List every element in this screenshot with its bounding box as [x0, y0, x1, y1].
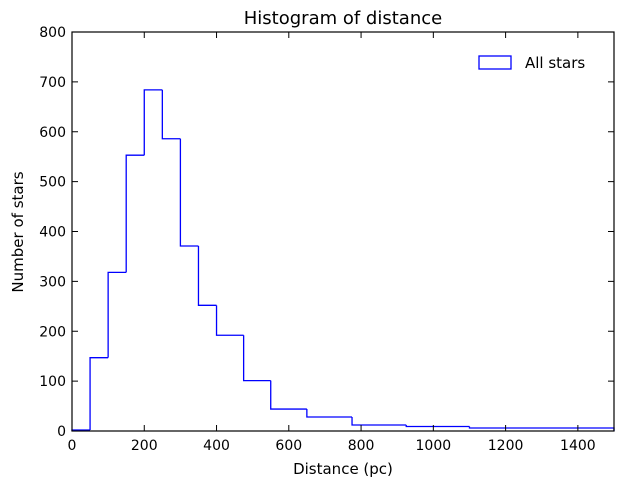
x-tick-label: 600 [275, 438, 302, 454]
histogram-bin [405, 425, 470, 428]
x-tick-label: 200 [131, 438, 158, 454]
y-tick-label: 400 [39, 225, 66, 241]
histogram-bin [179, 138, 199, 247]
x-tick-label: 1400 [560, 438, 596, 454]
histogram-bin [161, 89, 181, 140]
histogram-bin [197, 245, 217, 306]
histogram-bin [306, 409, 353, 418]
histogram-bin [270, 380, 307, 410]
histogram-bin [89, 357, 109, 431]
x-tick-label: 1000 [416, 438, 452, 454]
histogram-bin [351, 417, 407, 426]
y-tick-label: 300 [39, 274, 66, 290]
histogram-bin [107, 271, 127, 358]
y-axis-label: Number of stars [9, 171, 27, 292]
x-tick-label: 800 [348, 438, 375, 454]
y-tick-label: 0 [57, 424, 66, 440]
x-tick-label: 1200 [488, 438, 524, 454]
y-tick-label: 200 [39, 324, 66, 340]
y-tick-label: 700 [39, 75, 66, 91]
legend-swatch [478, 55, 512, 70]
histogram-bin [468, 426, 615, 431]
plot-area: 0 200 400 600 800 1000 1200 1400 0 100 200 300 400 50… [39, 25, 615, 454]
histogram-bin [242, 335, 271, 382]
y-tick-label: 100 [39, 374, 66, 390]
y-tick-label: 800 [39, 25, 66, 41]
legend: All stars [478, 54, 585, 72]
plot-frame [71, 31, 615, 432]
y-tick-label: 600 [39, 125, 66, 141]
histogram-bin [215, 305, 244, 336]
histogram-bin [125, 154, 145, 273]
chart-title: Histogram of distance [244, 8, 442, 29]
histogram-bin [143, 89, 163, 156]
legend-label: All stars [525, 54, 585, 72]
x-tick-label: 0 [68, 438, 77, 454]
y-tick-label: 500 [39, 175, 66, 191]
x-tick-label: 400 [203, 438, 230, 454]
x-axis-label: Distance (pc) [293, 460, 393, 478]
